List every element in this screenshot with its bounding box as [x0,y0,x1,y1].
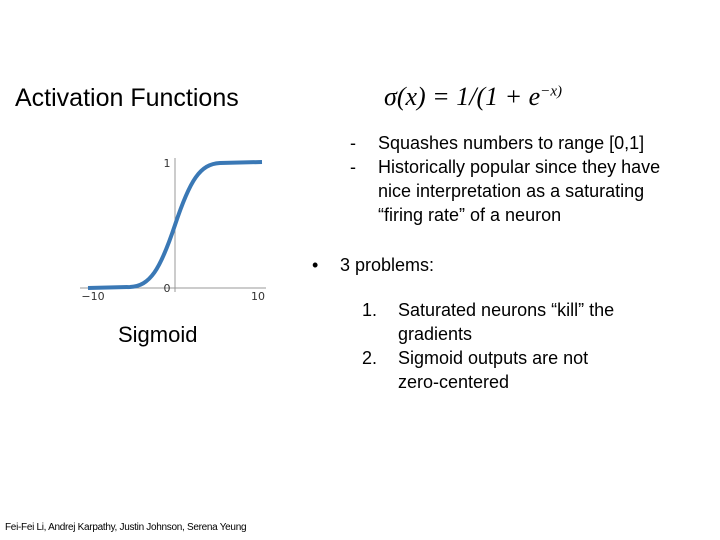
formula-exponent: −x) [540,83,562,100]
bullet: • [312,255,319,275]
bullet-text: Historically popular since they have nic… [378,157,661,225]
bullet-text: Squashes numbers to range [0,1] [378,133,645,153]
x-tick-label: 10 [251,290,265,303]
slide-title: Activation Functions [15,84,239,112]
x-tick-label: −10 [81,290,104,303]
problem-text: Saturated neurons “kill” the gradients [398,300,615,344]
sigmoid-curve [87,160,263,290]
dash: - [350,157,356,177]
list-number: 1. [362,300,378,320]
formula: σ(x) = 1/(1 + e−x) [384,82,562,112]
footer-authors: Fei-Fei Li, Andrej Karpathy, Justin John… [5,522,247,533]
x-tick-label: 0 [164,282,171,295]
problem-text: Sigmoid outputs are not zero-centered [398,348,589,392]
plot-caption: Sigmoid [118,322,198,347]
problems-heading: 3 problems: [340,255,435,275]
formula-text: σ(x) = 1/(1 + e [384,82,541,111]
dash: - [350,133,356,153]
y-tick-label: 1 [164,157,171,170]
list-number: 2. [362,348,378,368]
